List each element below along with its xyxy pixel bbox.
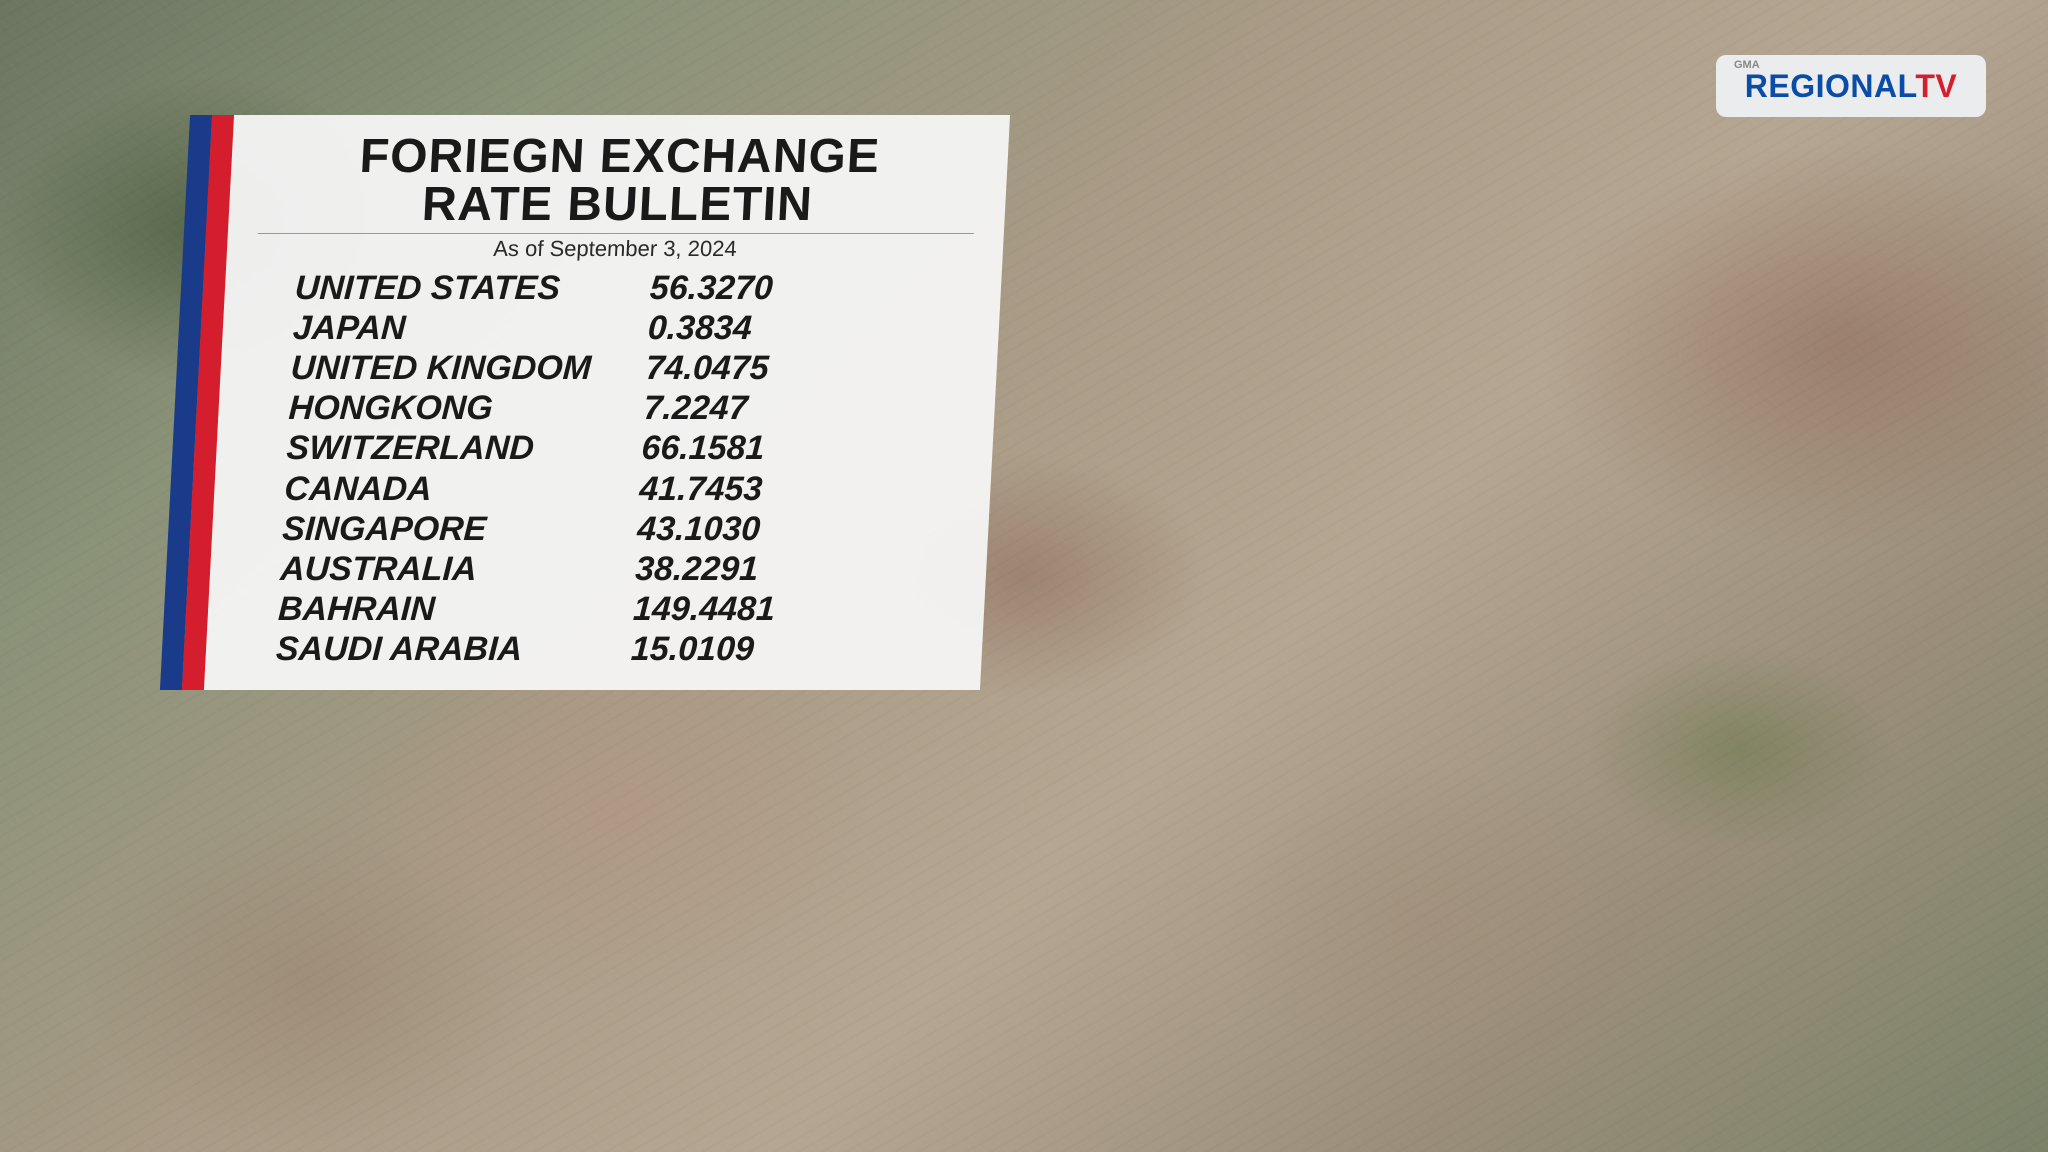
rate-value: 66.1581 (641, 428, 964, 468)
rate-value: 41.7453 (638, 469, 961, 509)
country-name: SWITZERLAND (286, 428, 643, 468)
country-name: BAHRAIN (277, 589, 634, 629)
country-name: CANADA (283, 469, 640, 509)
channel-logo: GMA REGIONALTV (1716, 55, 1986, 117)
rate-row: JAPAN 0.3834 (292, 308, 970, 348)
logo-tv-text: TV (1915, 68, 1957, 104)
rate-row: CANADA 41.7453 (283, 469, 961, 509)
asof-date: As of September 3, 2024 (256, 236, 973, 262)
rate-value: 149.4481 (632, 589, 955, 629)
country-name: HONGKONG (288, 388, 645, 428)
rate-row: HONGKONG 7.2247 (288, 388, 966, 428)
country-name: UNITED STATES (294, 268, 651, 308)
rate-row: SWITZERLAND 66.1581 (286, 428, 964, 468)
divider (258, 233, 974, 234)
rate-value: 38.2291 (634, 549, 957, 589)
rates-list: UNITED STATES 56.3270 JAPAN 0.3834 UNITE… (235, 268, 972, 669)
country-name: JAPAN (292, 308, 649, 348)
bulletin-title-line2: RATE BULLETIN (258, 181, 977, 229)
rate-row: UNITED STATES 56.3270 (294, 268, 972, 308)
rate-value: 0.3834 (647, 308, 970, 348)
rate-row: SINGAPORE 43.1030 (281, 509, 959, 549)
country-name: AUSTRALIA (279, 549, 636, 589)
rate-row: UNITED KINGDOM 74.0475 (290, 348, 968, 388)
rate-row: BAHRAIN 149.4481 (277, 589, 955, 629)
rate-value: 15.0109 (630, 629, 953, 669)
country-name: SINGAPORE (281, 509, 638, 549)
rate-value: 7.2247 (643, 388, 966, 428)
bulletin-title-line1: FORIEGN EXCHANGE (261, 133, 980, 181)
rate-row: SAUDI ARABIA 15.0109 (275, 629, 953, 669)
rate-row: AUSTRALIA 38.2291 (279, 549, 957, 589)
bulletin-content: FORIEGN EXCHANGE RATE BULLETIN As of Sep… (204, 115, 1010, 690)
rate-value: 43.1030 (636, 509, 959, 549)
bulletin-panel: FORIEGN EXCHANGE RATE BULLETIN As of Sep… (160, 115, 1010, 690)
country-name: SAUDI ARABIA (275, 629, 632, 669)
logo-gma-text: GMA (1734, 59, 1760, 71)
rate-value: 74.0475 (645, 348, 968, 388)
country-name: UNITED KINGDOM (290, 348, 647, 388)
logo-regional-text: REGIONAL (1745, 68, 1916, 104)
rate-value: 56.3270 (649, 268, 972, 308)
